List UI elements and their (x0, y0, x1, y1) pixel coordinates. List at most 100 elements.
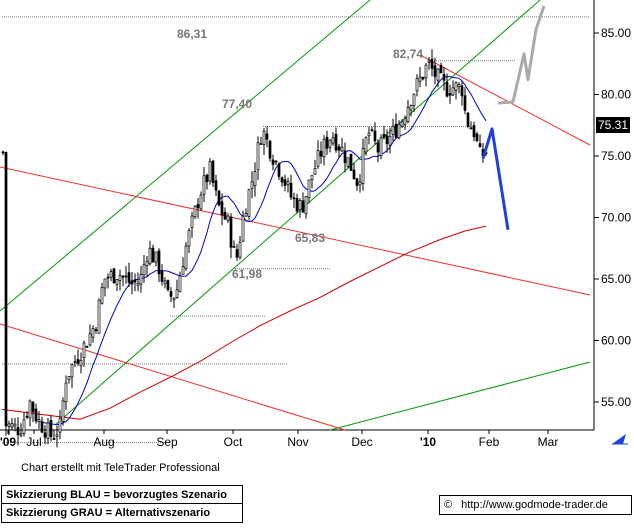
candle-body (181, 266, 185, 275)
candle-body (433, 65, 437, 77)
candle-body (121, 275, 125, 278)
candle-body (127, 272, 131, 283)
candle-body (136, 282, 140, 286)
candle-body (85, 346, 89, 348)
y-tick-label: 80.00 (601, 88, 631, 102)
candle-body (4, 152, 8, 427)
candle-body (31, 401, 35, 413)
candle-body (202, 175, 206, 195)
candle-body (91, 328, 95, 338)
x-tick-label: Feb (479, 435, 500, 449)
moving-average-short (41, 75, 487, 425)
candle-body (34, 408, 38, 422)
candle-body (448, 93, 452, 96)
candle-body (37, 419, 41, 423)
candle-body (115, 279, 119, 285)
scroll-arrow-icon[interactable] (600, 432, 632, 446)
candle-body (274, 160, 278, 163)
candle-body (70, 364, 74, 378)
candle-body (349, 153, 353, 171)
candle-body (154, 251, 158, 263)
candle-body (451, 87, 455, 96)
candle-body (25, 415, 29, 418)
candle-body (475, 133, 479, 141)
candle-body (40, 421, 44, 433)
candle-body (337, 146, 341, 151)
x-tick-label: Nov (287, 435, 308, 449)
candle-body (238, 241, 242, 258)
x-tick-label: Oct (224, 435, 243, 449)
candle-body (145, 260, 149, 267)
candle-body (196, 204, 200, 209)
candle-body (64, 382, 68, 403)
candle-body (388, 135, 392, 146)
candle-body (193, 205, 197, 218)
candle-body (370, 129, 374, 131)
price-level-label: 65,83 (295, 231, 325, 245)
moving-average-long (1, 225, 487, 420)
candle-body (103, 278, 107, 289)
candle-body (373, 130, 377, 142)
candle-body (244, 213, 248, 217)
candle-body (403, 118, 407, 125)
candle-body (133, 280, 137, 283)
candle-body (316, 150, 320, 167)
candle-body (322, 139, 326, 158)
candle-body (88, 333, 92, 346)
candle-body (19, 433, 23, 436)
copyright-url-box[interactable]: © http://www.godmode-trader.de (439, 495, 632, 515)
candle-body (220, 201, 224, 216)
candle-body (166, 280, 170, 291)
forecast-blue-path (481, 127, 510, 231)
candle-body (79, 359, 83, 367)
candle-body (457, 84, 461, 87)
candle-body (199, 194, 203, 210)
candle-body (364, 137, 368, 153)
candle-body (340, 146, 344, 152)
candle-body (7, 423, 11, 427)
candle-body (439, 65, 443, 74)
candle-body (301, 200, 305, 213)
candle-body (286, 181, 290, 185)
candle-body (223, 211, 227, 220)
candle-body (217, 190, 221, 206)
x-tick-label: Jul (26, 435, 41, 449)
forecast-gray-path (497, 5, 546, 105)
candle-body (265, 133, 269, 140)
legend-blue-scenario: Skizzierung BLAU = bevorzugtes Szenario (1, 485, 243, 504)
candle-body (247, 189, 251, 217)
candle-body (343, 150, 347, 163)
candle-body (271, 159, 275, 165)
candle-body (130, 280, 134, 285)
candle-body (355, 178, 359, 186)
candle-body (22, 419, 26, 434)
candle-body (313, 168, 317, 175)
candle-body (385, 135, 389, 145)
candle-body (157, 250, 161, 275)
price-level-label: 61,98 (232, 267, 262, 281)
candle-body (73, 361, 77, 364)
candle-body (259, 143, 263, 145)
candle-body (430, 58, 434, 69)
x-tick-label: '10 (420, 435, 437, 449)
candle-body (61, 400, 65, 423)
source-url[interactable]: http://www.godmode-trader.de (461, 499, 608, 511)
candle-body (151, 247, 155, 263)
candle-body (421, 76, 425, 80)
y-tick-label: 65.00 (601, 272, 631, 286)
candle-body (463, 95, 467, 111)
candle-body (319, 151, 323, 157)
x-tick-label: Mar (538, 435, 559, 449)
x-tick-label: Dec (351, 435, 372, 449)
y-tick-label: 60.00 (601, 334, 631, 348)
candle-body (124, 275, 128, 278)
candle-body (163, 280, 167, 285)
candle-body (406, 107, 410, 122)
trend-line (419, 54, 591, 146)
candle-body (289, 183, 293, 198)
candle-body (160, 270, 164, 282)
candle-body (307, 179, 311, 199)
candle-body (28, 400, 32, 419)
candle-body (13, 423, 17, 427)
candle-body (292, 197, 296, 200)
